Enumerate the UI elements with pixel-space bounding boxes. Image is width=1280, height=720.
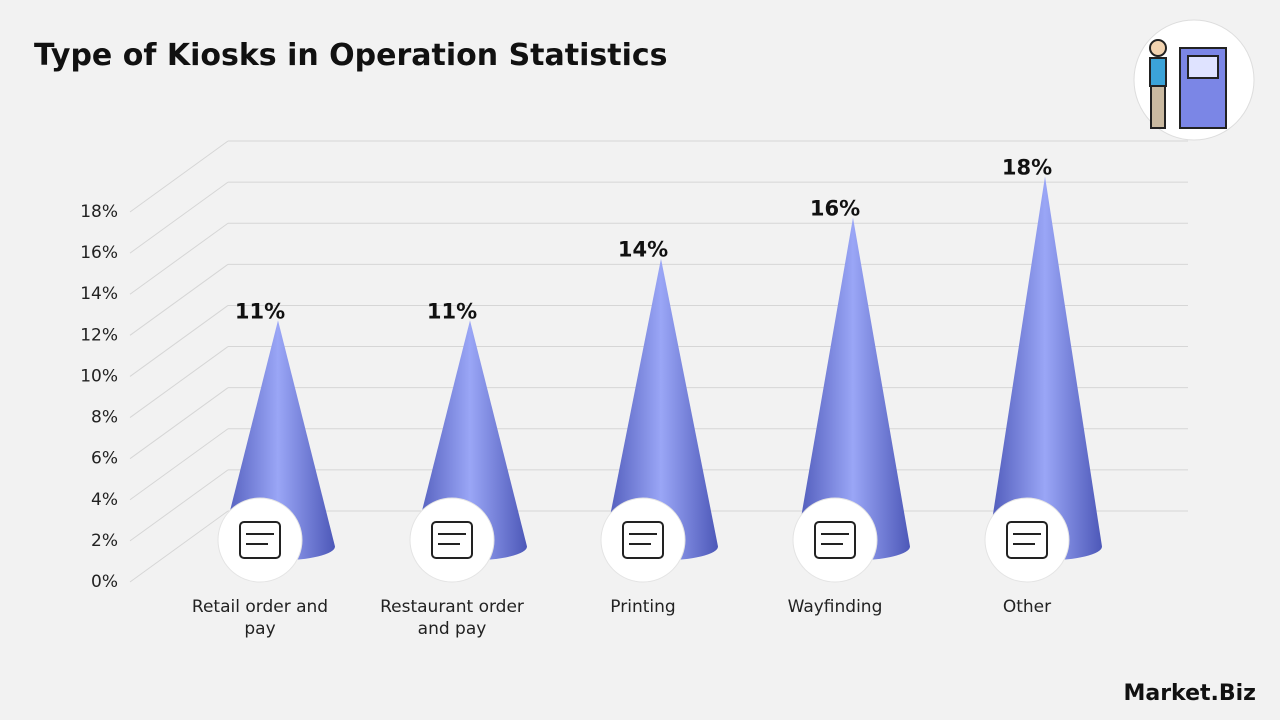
value-label: 18% bbox=[1002, 156, 1052, 180]
grid-line bbox=[129, 140, 229, 213]
y-tick-label: 0% bbox=[91, 572, 118, 592]
icon-circle bbox=[984, 497, 1070, 583]
y-tick-label: 8% bbox=[91, 408, 118, 428]
y-tick-label: 2% bbox=[91, 531, 118, 551]
icon-circle bbox=[217, 497, 303, 583]
grid-line bbox=[129, 181, 229, 254]
icon-circle bbox=[600, 497, 686, 583]
y-tick-label: 6% bbox=[91, 449, 118, 469]
grid-line bbox=[129, 346, 229, 418]
brand: Market.Biz bbox=[1123, 681, 1256, 706]
value-label: 11% bbox=[427, 299, 477, 323]
y-tick-label: 12% bbox=[80, 325, 118, 345]
grid-line bbox=[129, 387, 229, 460]
x-tick-label: Printing bbox=[610, 597, 676, 617]
grid-line bbox=[129, 222, 229, 295]
icon bbox=[1006, 521, 1048, 559]
kiosk-logo bbox=[1133, 19, 1255, 141]
x-tick-label: Restaurant order and pay bbox=[380, 597, 524, 639]
icon bbox=[814, 521, 856, 559]
y-tick-label: 16% bbox=[80, 243, 118, 263]
value-label: 11% bbox=[235, 299, 285, 323]
value-label: 14% bbox=[618, 238, 668, 262]
x-tick-label: Wayfinding bbox=[787, 597, 883, 617]
y-tick-label: 10% bbox=[80, 366, 118, 386]
x-tick-label: Retail order and pay bbox=[191, 597, 329, 639]
cone bbox=[988, 176, 1102, 561]
y-tick-label: 14% bbox=[80, 284, 118, 304]
grid-line bbox=[129, 428, 229, 501]
icon bbox=[239, 521, 281, 559]
x-tick-label: Other bbox=[1002, 597, 1052, 617]
chart-title: Type of Kiosks in Operation Statistics bbox=[34, 38, 668, 73]
grid-line bbox=[129, 510, 229, 583]
grid-line bbox=[129, 469, 229, 542]
cone bbox=[796, 217, 910, 561]
icon bbox=[431, 521, 473, 559]
icon bbox=[622, 521, 664, 559]
grid-line bbox=[129, 305, 229, 377]
grid-line bbox=[129, 263, 229, 336]
y-tick-label: 18% bbox=[80, 202, 118, 222]
y-tick-label: 4% bbox=[91, 490, 118, 510]
icon-circle bbox=[792, 497, 878, 583]
cone bbox=[604, 258, 718, 561]
icon-circle bbox=[409, 497, 495, 583]
value-label: 16% bbox=[810, 197, 860, 221]
